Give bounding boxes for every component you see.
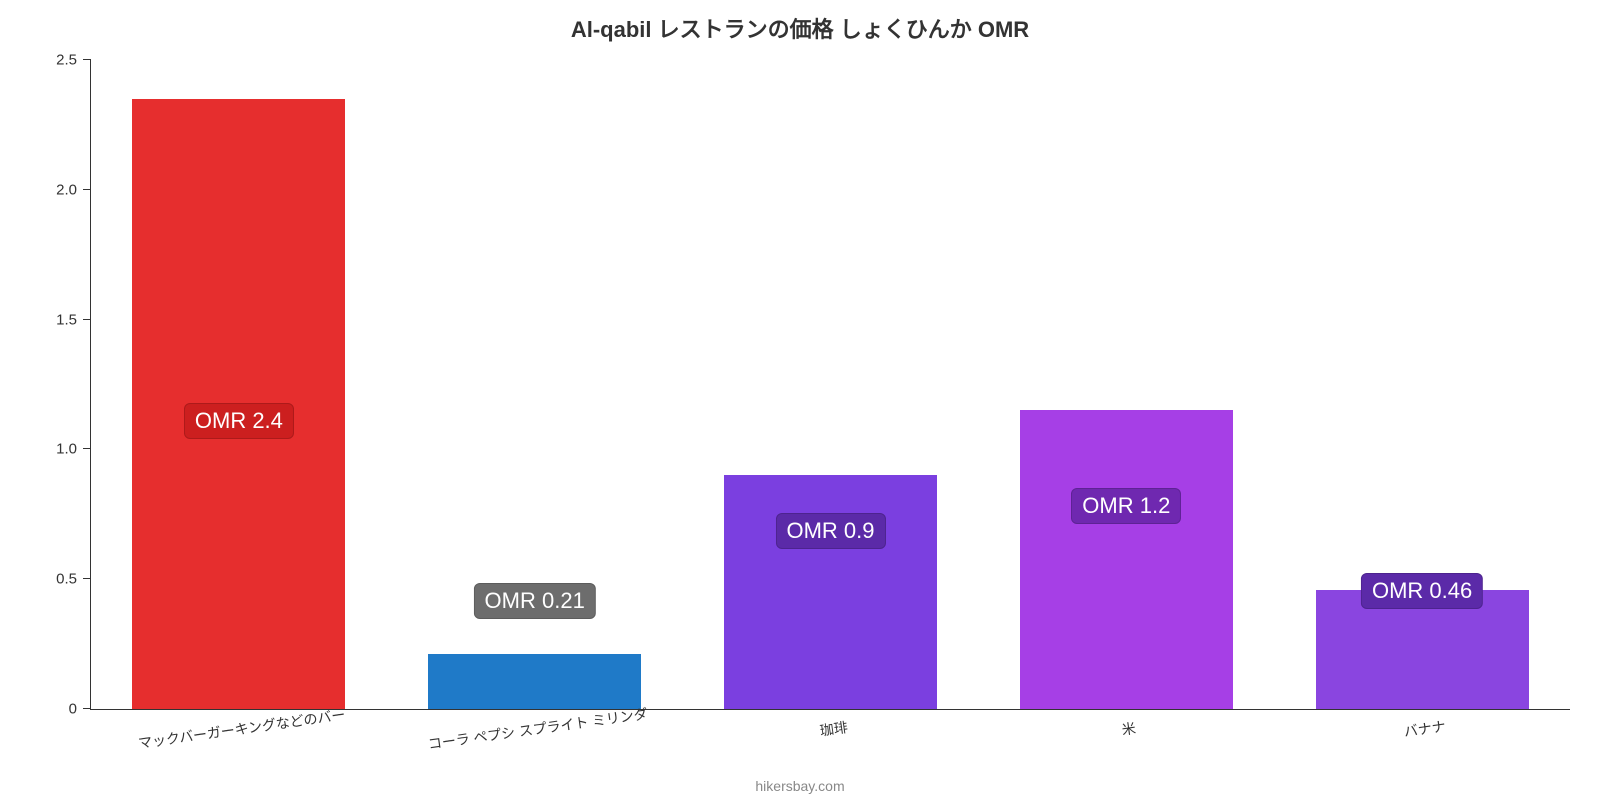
bar-value-label: OMR 0.46 bbox=[1361, 573, 1483, 609]
chart-source: hikersbay.com bbox=[0, 778, 1600, 794]
plot-axes: 00.51.01.52.02.5OMR 2.4マックバーガーキングなどのバーOM… bbox=[90, 60, 1570, 710]
chart-title: Al-qabil レストランの価格 しょくひんか OMR bbox=[0, 12, 1600, 44]
y-tick-label: 0 bbox=[69, 701, 91, 718]
y-tick-label: 0.5 bbox=[56, 571, 91, 588]
chart-container: Al-qabil レストランの価格 しょくひんか OMR 00.51.01.52… bbox=[0, 0, 1600, 800]
bar-value-label: OMR 0.9 bbox=[775, 513, 885, 549]
y-tick-label: 1.5 bbox=[56, 311, 91, 328]
x-tick-label: 珈琲 bbox=[817, 707, 849, 741]
x-tick-label: バナナ bbox=[1401, 706, 1447, 742]
bar-value-label: OMR 2.4 bbox=[184, 403, 294, 439]
y-tick-label: 2.0 bbox=[56, 181, 91, 198]
bar-value-label: OMR 0.21 bbox=[474, 583, 596, 619]
y-tick-label: 1.0 bbox=[56, 441, 91, 458]
bar bbox=[1020, 410, 1233, 709]
y-tick-label: 2.5 bbox=[56, 52, 91, 69]
bar-value-label: OMR 1.2 bbox=[1071, 488, 1181, 524]
bar bbox=[724, 475, 937, 709]
plot-area: 00.51.01.52.02.5OMR 2.4マックバーガーキングなどのバーOM… bbox=[90, 60, 1570, 710]
x-tick-label: 米 bbox=[1119, 708, 1137, 740]
